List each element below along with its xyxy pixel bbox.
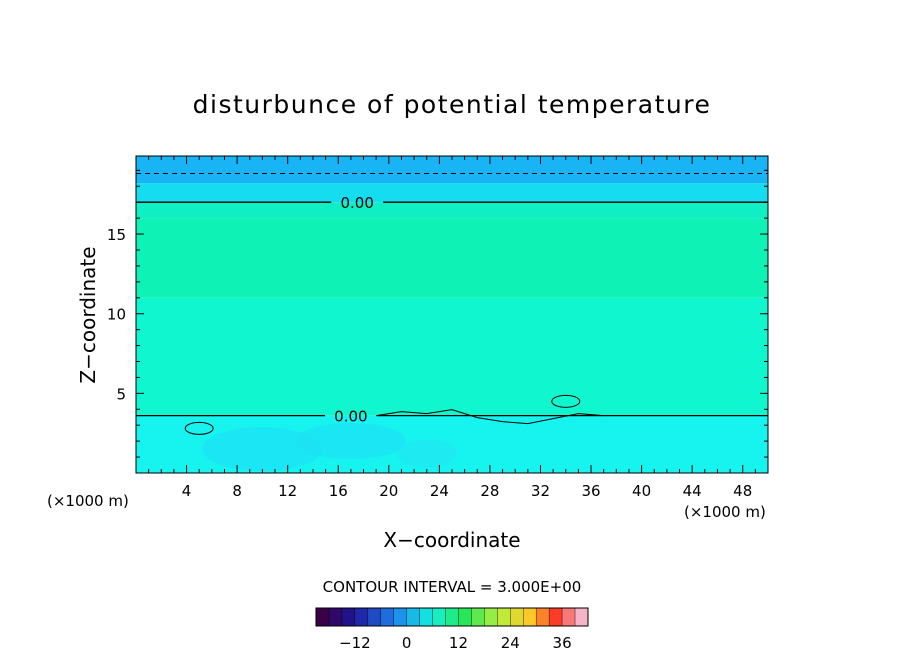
colorbar-cell: [445, 608, 459, 626]
colorbar: [315, 607, 589, 627]
y-axis-label: Z−coordinate: [76, 246, 100, 383]
field-patch-1: [295, 423, 406, 460]
field-patch-0: [202, 427, 323, 472]
x-unit-left: (×1000 m): [47, 492, 129, 510]
colorbar-ticks: −12 0 12 24 36: [339, 634, 572, 652]
colorbar-tick-label: 36: [553, 634, 572, 652]
colorbar-tick-label: −12: [339, 634, 371, 652]
colorbar-cell: [367, 608, 382, 626]
colorbar-cell: [575, 608, 589, 626]
plot-blobs: [202, 423, 457, 472]
contour-label-0: 0.00: [340, 194, 373, 212]
field-layer-5: [136, 156, 768, 184]
colorbar-cell: [562, 608, 576, 626]
x-tick-label: 28: [480, 482, 499, 500]
x-tick-label: 24: [430, 482, 449, 500]
colorbar-cell: [432, 608, 447, 626]
field-layer-1: [136, 297, 768, 416]
x-tick-label: 36: [581, 482, 600, 500]
colorbar-cell: [419, 608, 434, 626]
y-tick-label: 10: [107, 306, 126, 324]
contour-cell-left: [184, 421, 214, 435]
x-unit-right: (×1000 m): [684, 503, 766, 521]
colorbar-cell: [380, 608, 395, 626]
x-tick-label: 12: [278, 482, 297, 500]
colorbar-cell: [484, 608, 498, 626]
chart-title: disturbunce of potential temperature: [193, 90, 712, 119]
contour-cell-right: [551, 394, 581, 408]
y-tick-label: 15: [107, 226, 126, 244]
field-patch-2: [396, 439, 457, 468]
colorbar-cell: [328, 608, 343, 626]
plot-layers: [136, 156, 768, 473]
colorbar-tick-label: 0: [402, 634, 412, 652]
contour-wiggle: [376, 409, 604, 425]
x-tick-label: 48: [733, 482, 752, 500]
colorbar-cell: [341, 608, 356, 626]
field-layer-4: [136, 183, 768, 203]
colorbar-cell: [523, 608, 537, 626]
colorbar-frame: [315, 607, 589, 627]
colorbar-cell: [316, 608, 330, 626]
colorbar-cell: [536, 608, 550, 626]
x-tick-label: 4: [182, 482, 192, 500]
colorbar-cell: [458, 608, 472, 626]
colorbar-cell: [510, 608, 524, 626]
colorbar-cell: [393, 608, 408, 626]
x-tick-label: 32: [531, 482, 550, 500]
x-tick-label: 40: [632, 482, 651, 500]
colorbar-cell: [406, 608, 421, 626]
contour-label-1: 0.00: [334, 408, 367, 426]
x-axis-ticks: 4 8 12 16 20 24 28 32 36 40 44 48: [148, 156, 756, 500]
y-tick-label: 5: [116, 385, 126, 403]
plot-contours: 0.00 0.00: [136, 173, 768, 435]
x-tick-label: 20: [379, 482, 398, 500]
colorbar-cell: [354, 608, 369, 626]
colorbar-cell: [471, 608, 485, 626]
colorbar-tick-label: 24: [501, 634, 520, 652]
colorbar-tick-label: 12: [449, 634, 468, 652]
field-layer-3: [136, 202, 768, 219]
contour-interval: CONTOUR INTERVAL = 3.000E+00: [323, 578, 582, 596]
x-axis-label: X−coordinate: [383, 528, 520, 552]
x-tick-label: 8: [232, 482, 242, 500]
field-layer-2: [136, 218, 768, 298]
x-tick-label: 44: [683, 482, 702, 500]
colorbar-cell: [497, 608, 511, 626]
y-axis-ticks: 5 10 15: [107, 169, 768, 458]
x-tick-label: 16: [329, 482, 348, 500]
colorbar-cell: [549, 608, 563, 626]
